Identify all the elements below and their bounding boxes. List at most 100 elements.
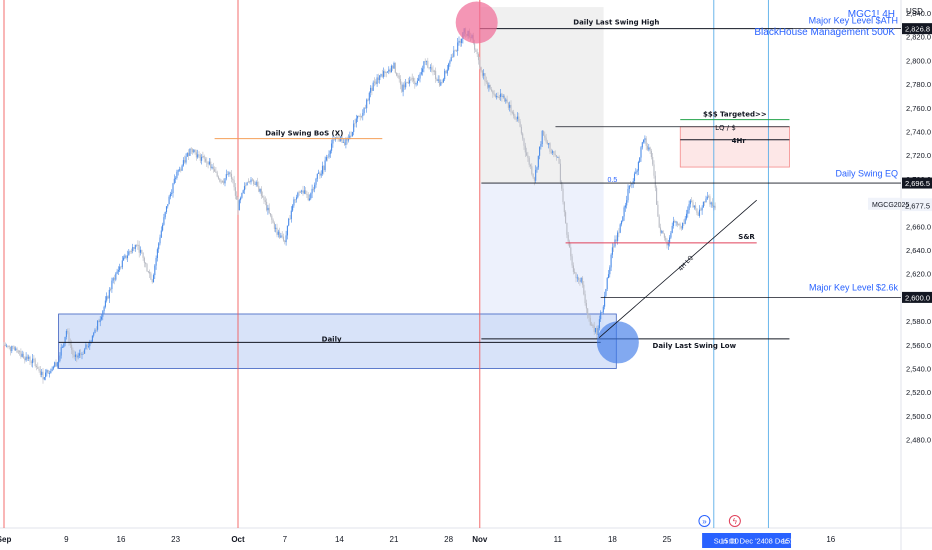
candle-body-172 bbox=[227, 174, 229, 175]
candle-body-543 bbox=[709, 196, 711, 205]
candle-body-36 bbox=[50, 371, 52, 374]
candle-body-183 bbox=[241, 193, 243, 198]
candle-body-166 bbox=[219, 178, 221, 182]
candle-body-279 bbox=[366, 99, 368, 109]
candle-body-137 bbox=[181, 165, 183, 171]
candle-body-146 bbox=[193, 149, 195, 153]
candle-body-544 bbox=[710, 202, 712, 205]
date-tick-1: 9 bbox=[64, 535, 69, 544]
candle-body-427 bbox=[558, 156, 560, 164]
candle-body-70 bbox=[94, 329, 96, 334]
candle-body-406 bbox=[531, 166, 533, 174]
candle-body-329 bbox=[431, 67, 433, 70]
candle-body-7 bbox=[12, 346, 14, 348]
candle-body-188 bbox=[247, 181, 249, 183]
candle-body-13 bbox=[20, 351, 22, 357]
candle-body-267 bbox=[350, 135, 352, 137]
date-tick-3: 23 bbox=[171, 535, 180, 544]
candle-body-284 bbox=[372, 82, 374, 91]
candle-body-511 bbox=[667, 243, 669, 246]
candle-body-448 bbox=[585, 303, 587, 309]
candle-body-245 bbox=[321, 165, 324, 174]
candle-body-260 bbox=[341, 136, 343, 143]
candle-body-124 bbox=[164, 212, 166, 218]
candle-body-2 bbox=[6, 345, 8, 347]
candle-body-473 bbox=[618, 232, 620, 234]
candle-body-288 bbox=[377, 77, 379, 81]
candle-body-291 bbox=[381, 74, 383, 77]
candle-body-338 bbox=[442, 79, 444, 83]
candle-body-167 bbox=[220, 181, 222, 183]
candle-body-85 bbox=[113, 278, 116, 280]
candle-body-417 bbox=[545, 137, 547, 142]
candle-body-213 bbox=[280, 235, 282, 238]
candle-body-276 bbox=[362, 113, 364, 117]
candle-body-249 bbox=[327, 157, 329, 158]
candle-body-206 bbox=[271, 215, 273, 220]
candle-body-409 bbox=[535, 169, 537, 181]
candle-body-348 bbox=[455, 50, 457, 52]
candle-body-372 bbox=[487, 82, 489, 88]
candle-body-271 bbox=[355, 118, 357, 124]
candle-body-313 bbox=[410, 79, 412, 81]
sr-label: S&R bbox=[738, 233, 755, 241]
swing-low-label: Daily Last Swing Low bbox=[653, 342, 737, 350]
candle-body-201 bbox=[264, 200, 266, 202]
candle-body-204 bbox=[268, 207, 270, 214]
candles-layer bbox=[3, 27, 716, 384]
candle-body-502 bbox=[656, 187, 658, 205]
candle-body-391 bbox=[511, 112, 513, 114]
candle-body-83 bbox=[111, 280, 113, 290]
candle-body-72 bbox=[97, 320, 99, 330]
candle-body-233 bbox=[306, 193, 308, 195]
candle-body-229 bbox=[301, 190, 303, 192]
candle-body-287 bbox=[376, 77, 378, 84]
candle-body-541 bbox=[706, 196, 708, 199]
candle-body-438 bbox=[572, 265, 574, 272]
candle-body-296 bbox=[388, 69, 390, 72]
candle-body-198 bbox=[260, 188, 262, 196]
candle-body-49 bbox=[67, 331, 69, 333]
candle-body-370 bbox=[484, 73, 486, 82]
candle-body-53 bbox=[72, 349, 74, 355]
candle-body-223 bbox=[293, 199, 295, 206]
candle-body-278 bbox=[364, 107, 366, 109]
candle-body-421 bbox=[550, 151, 552, 153]
candle-body-54 bbox=[73, 354, 75, 357]
candle-body-347 bbox=[454, 50, 456, 52]
price-tick-2: 2,800.0 bbox=[906, 56, 931, 65]
candle-body-217 bbox=[285, 235, 287, 243]
candle-body-117 bbox=[155, 257, 157, 266]
unit-label[interactable]: apoz bbox=[906, 21, 923, 30]
currency-label[interactable]: USD bbox=[906, 7, 923, 16]
candle-body-150 bbox=[198, 154, 200, 156]
lightning-icon bbox=[728, 515, 741, 527]
candle-body-184 bbox=[242, 190, 244, 194]
candle-body-144 bbox=[190, 148, 192, 150]
candle-body-434 bbox=[567, 234, 569, 242]
price-marker-bg-0 bbox=[902, 23, 932, 35]
price-marker-3: 2,677.5 bbox=[905, 202, 930, 211]
candle-body-59 bbox=[80, 353, 82, 355]
candle-body-94 bbox=[125, 255, 127, 259]
candle-body-99 bbox=[132, 247, 134, 252]
candle-body-341 bbox=[446, 69, 448, 74]
candle-body-161 bbox=[212, 166, 214, 170]
price-marker-bg-4 bbox=[902, 291, 932, 303]
candle-body-194 bbox=[255, 182, 257, 185]
candle-body-92 bbox=[123, 257, 125, 261]
price-tick-17: 2,500.0 bbox=[906, 412, 931, 421]
candle-body-48 bbox=[65, 331, 67, 337]
candle-body-81 bbox=[108, 289, 110, 299]
candle-body-407 bbox=[532, 173, 534, 178]
candle-body-68 bbox=[91, 335, 93, 342]
candle-body-171 bbox=[225, 174, 227, 179]
candle-body-484 bbox=[632, 181, 634, 184]
candle-body-179 bbox=[236, 195, 238, 200]
candle-body-224 bbox=[294, 199, 296, 201]
candle-body-256 bbox=[336, 137, 338, 138]
candle-body-105 bbox=[139, 249, 142, 253]
date-ticks: Sep 9 16 23 Oct 7 14 21 28 Nov 11 18 25 16 Sun 01 Dec … bbox=[0, 515, 836, 548]
